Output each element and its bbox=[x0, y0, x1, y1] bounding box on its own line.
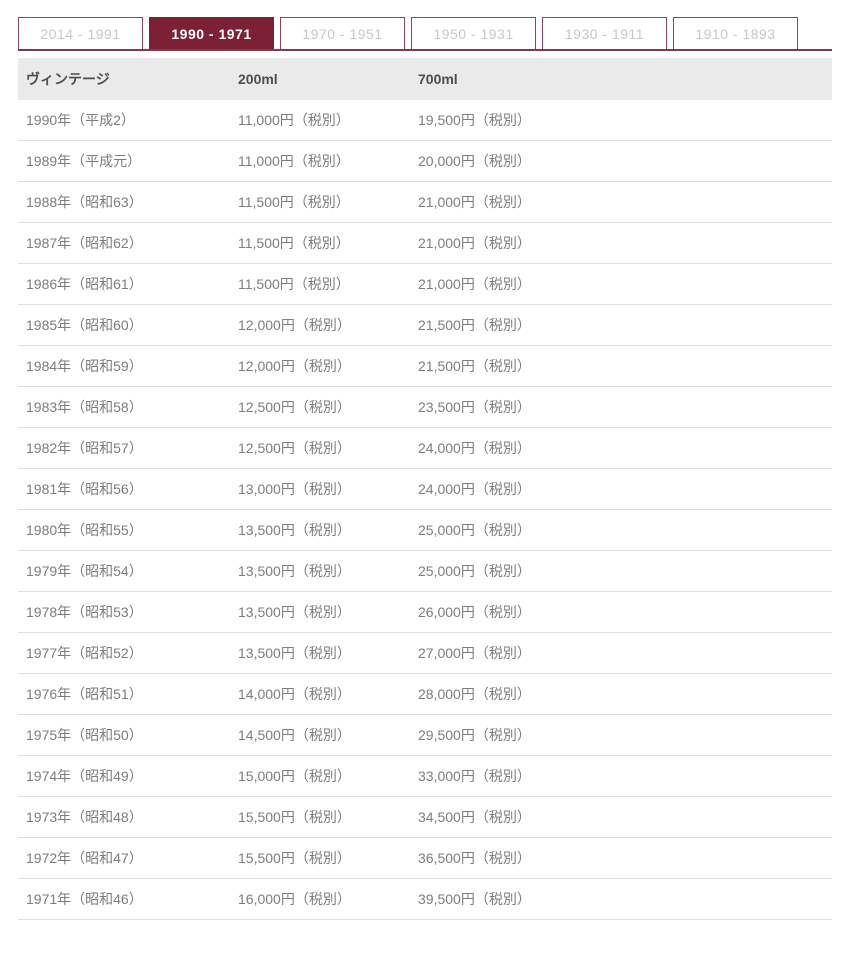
table-row: 1980年（昭和55） 13,500円（税別） 25,000円（税別） bbox=[18, 509, 832, 551]
price-200ml-cell: 12,000円（税別） bbox=[230, 345, 410, 387]
price-700ml-cell: 21,500円（税別） bbox=[410, 304, 832, 346]
vintage-cell: 1980年（昭和55） bbox=[18, 509, 230, 551]
price-200ml-cell: 14,000円（税別） bbox=[230, 673, 410, 715]
table-row: 1982年（昭和57） 12,500円（税別） 24,000円（税別） bbox=[18, 427, 832, 469]
price-200ml-cell: 13,500円（税別） bbox=[230, 632, 410, 674]
price-700ml-cell: 28,000円（税別） bbox=[410, 673, 832, 715]
price-700ml-cell: 34,500円（税別） bbox=[410, 796, 832, 838]
vintage-cell: 1974年（昭和49） bbox=[18, 755, 230, 797]
vintage-cell: 1975年（昭和50） bbox=[18, 714, 230, 756]
tab-1930-1911[interactable]: 1930 - 1911 bbox=[542, 17, 667, 49]
price-table-body: 1990年（平成2） 11,000円（税別） 19,500円（税別） 1989年… bbox=[18, 100, 832, 920]
price-700ml-cell: 39,500円（税別） bbox=[410, 878, 832, 920]
table-row: 1978年（昭和53） 13,500円（税別） 26,000円（税別） bbox=[18, 591, 832, 633]
price-200ml-cell: 12,500円（税別） bbox=[230, 386, 410, 428]
vintage-cell: 1976年（昭和51） bbox=[18, 673, 230, 715]
table-row: 1981年（昭和56） 13,000円（税別） 24,000円（税別） bbox=[18, 468, 832, 510]
table-row: 1972年（昭和47） 15,500円（税別） 36,500円（税別） bbox=[18, 837, 832, 879]
vintage-range-tab-bar: 2014 - 1991 1990 - 1971 1970 - 1951 1950… bbox=[18, 17, 832, 51]
vintage-cell: 1978年（昭和53） bbox=[18, 591, 230, 633]
price-200ml-cell: 13,500円（税別） bbox=[230, 509, 410, 551]
col-header-200ml: 200ml bbox=[230, 58, 410, 100]
table-row: 1990年（平成2） 11,000円（税別） 19,500円（税別） bbox=[18, 100, 832, 141]
price-700ml-cell: 25,000円（税別） bbox=[410, 550, 832, 592]
price-700ml-cell: 36,500円（税別） bbox=[410, 837, 832, 879]
price-700ml-cell: 19,500円（税別） bbox=[410, 100, 832, 141]
price-700ml-cell: 20,000円（税別） bbox=[410, 140, 832, 182]
price-700ml-cell: 26,000円（税別） bbox=[410, 591, 832, 633]
price-700ml-cell: 21,500円（税別） bbox=[410, 345, 832, 387]
vintage-cell: 1985年（昭和60） bbox=[18, 304, 230, 346]
vintage-cell: 1987年（昭和62） bbox=[18, 222, 230, 264]
price-700ml-cell: 23,500円（税別） bbox=[410, 386, 832, 428]
price-700ml-cell: 21,000円（税別） bbox=[410, 222, 832, 264]
vintage-cell: 1988年（昭和63） bbox=[18, 181, 230, 223]
col-header-700ml: 700ml bbox=[410, 58, 832, 100]
vintage-cell: 1981年（昭和56） bbox=[18, 468, 230, 510]
vintage-cell: 1983年（昭和58） bbox=[18, 386, 230, 428]
vintage-cell: 1973年（昭和48） bbox=[18, 796, 230, 838]
price-200ml-cell: 13,500円（税別） bbox=[230, 550, 410, 592]
price-200ml-cell: 11,500円（税別） bbox=[230, 181, 410, 223]
table-row: 1971年（昭和46） 16,000円（税別） 39,500円（税別） bbox=[18, 878, 832, 920]
price-200ml-cell: 11,000円（税別） bbox=[230, 100, 410, 141]
col-header-vintage: ヴィンテージ bbox=[18, 58, 230, 100]
price-200ml-cell: 14,500円（税別） bbox=[230, 714, 410, 756]
vintage-cell: 1979年（昭和54） bbox=[18, 550, 230, 592]
price-200ml-cell: 12,500円（税別） bbox=[230, 427, 410, 469]
vintage-cell: 1989年（平成元） bbox=[18, 140, 230, 182]
tab-1970-1951[interactable]: 1970 - 1951 bbox=[280, 17, 405, 49]
vintage-cell: 1984年（昭和59） bbox=[18, 345, 230, 387]
table-row: 1973年（昭和48） 15,500円（税別） 34,500円（税別） bbox=[18, 796, 832, 838]
table-row: 1989年（平成元） 11,000円（税別） 20,000円（税別） bbox=[18, 140, 832, 182]
price-200ml-cell: 11,500円（税別） bbox=[230, 263, 410, 305]
price-200ml-cell: 12,000円（税別） bbox=[230, 304, 410, 346]
price-700ml-cell: 27,000円（税別） bbox=[410, 632, 832, 674]
price-700ml-cell: 25,000円（税別） bbox=[410, 509, 832, 551]
tab-1990-1971[interactable]: 1990 - 1971 bbox=[149, 17, 274, 49]
table-row: 1976年（昭和51） 14,000円（税別） 28,000円（税別） bbox=[18, 673, 832, 715]
vintage-cell: 1986年（昭和61） bbox=[18, 263, 230, 305]
vintage-cell: 1977年（昭和52） bbox=[18, 632, 230, 674]
price-700ml-cell: 21,000円（税別） bbox=[410, 263, 832, 305]
vintage-cell: 1982年（昭和57） bbox=[18, 427, 230, 469]
table-header-row: ヴィンテージ 200ml 700ml bbox=[18, 58, 832, 100]
table-row: 1987年（昭和62） 11,500円（税別） 21,000円（税別） bbox=[18, 222, 832, 264]
table-row: 1983年（昭和58） 12,500円（税別） 23,500円（税別） bbox=[18, 386, 832, 428]
price-200ml-cell: 13,000円（税別） bbox=[230, 468, 410, 510]
price-200ml-cell: 13,500円（税別） bbox=[230, 591, 410, 633]
price-700ml-cell: 21,000円（税別） bbox=[410, 181, 832, 223]
tab-1910-1893[interactable]: 1910 - 1893 bbox=[673, 17, 798, 49]
tab-1950-1931[interactable]: 1950 - 1931 bbox=[411, 17, 536, 49]
table-row: 1985年（昭和60） 12,000円（税別） 21,500円（税別） bbox=[18, 304, 832, 346]
table-row: 1986年（昭和61） 11,500円（税別） 21,000円（税別） bbox=[18, 263, 832, 305]
price-200ml-cell: 15,000円（税別） bbox=[230, 755, 410, 797]
price-700ml-cell: 24,000円（税別） bbox=[410, 468, 832, 510]
price-table-panel: ヴィンテージ 200ml 700ml 1990年（平成2） 11,000円（税別… bbox=[18, 58, 832, 920]
price-200ml-cell: 15,500円（税別） bbox=[230, 837, 410, 879]
table-row: 1984年（昭和59） 12,000円（税別） 21,500円（税別） bbox=[18, 345, 832, 387]
table-row: 1974年（昭和49） 15,000円（税別） 33,000円（税別） bbox=[18, 755, 832, 797]
price-200ml-cell: 11,000円（税別） bbox=[230, 140, 410, 182]
price-table: ヴィンテージ 200ml 700ml 1990年（平成2） 11,000円（税別… bbox=[18, 58, 832, 920]
table-row: 1977年（昭和52） 13,500円（税別） 27,000円（税別） bbox=[18, 632, 832, 674]
price-200ml-cell: 15,500円（税別） bbox=[230, 796, 410, 838]
table-row: 1979年（昭和54） 13,500円（税別） 25,000円（税別） bbox=[18, 550, 832, 592]
vintage-cell: 1990年（平成2） bbox=[18, 100, 230, 141]
price-200ml-cell: 16,000円（税別） bbox=[230, 878, 410, 920]
price-700ml-cell: 24,000円（税別） bbox=[410, 427, 832, 469]
price-700ml-cell: 33,000円（税別） bbox=[410, 755, 832, 797]
vintage-cell: 1972年（昭和47） bbox=[18, 837, 230, 879]
tab-2014-1991[interactable]: 2014 - 1991 bbox=[18, 17, 143, 49]
price-200ml-cell: 11,500円（税別） bbox=[230, 222, 410, 264]
table-row: 1975年（昭和50） 14,500円（税別） 29,500円（税別） bbox=[18, 714, 832, 756]
table-row: 1988年（昭和63） 11,500円（税別） 21,000円（税別） bbox=[18, 181, 832, 223]
price-700ml-cell: 29,500円（税別） bbox=[410, 714, 832, 756]
vintage-cell: 1971年（昭和46） bbox=[18, 878, 230, 920]
